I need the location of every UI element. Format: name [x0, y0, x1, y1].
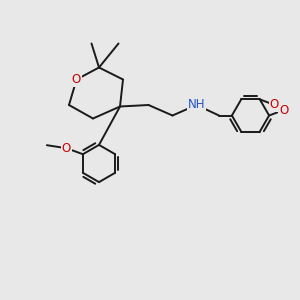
Text: NH: NH	[188, 98, 205, 112]
Text: O: O	[62, 142, 71, 155]
Text: O: O	[279, 103, 288, 117]
Text: O: O	[72, 73, 81, 86]
Text: O: O	[270, 98, 279, 111]
